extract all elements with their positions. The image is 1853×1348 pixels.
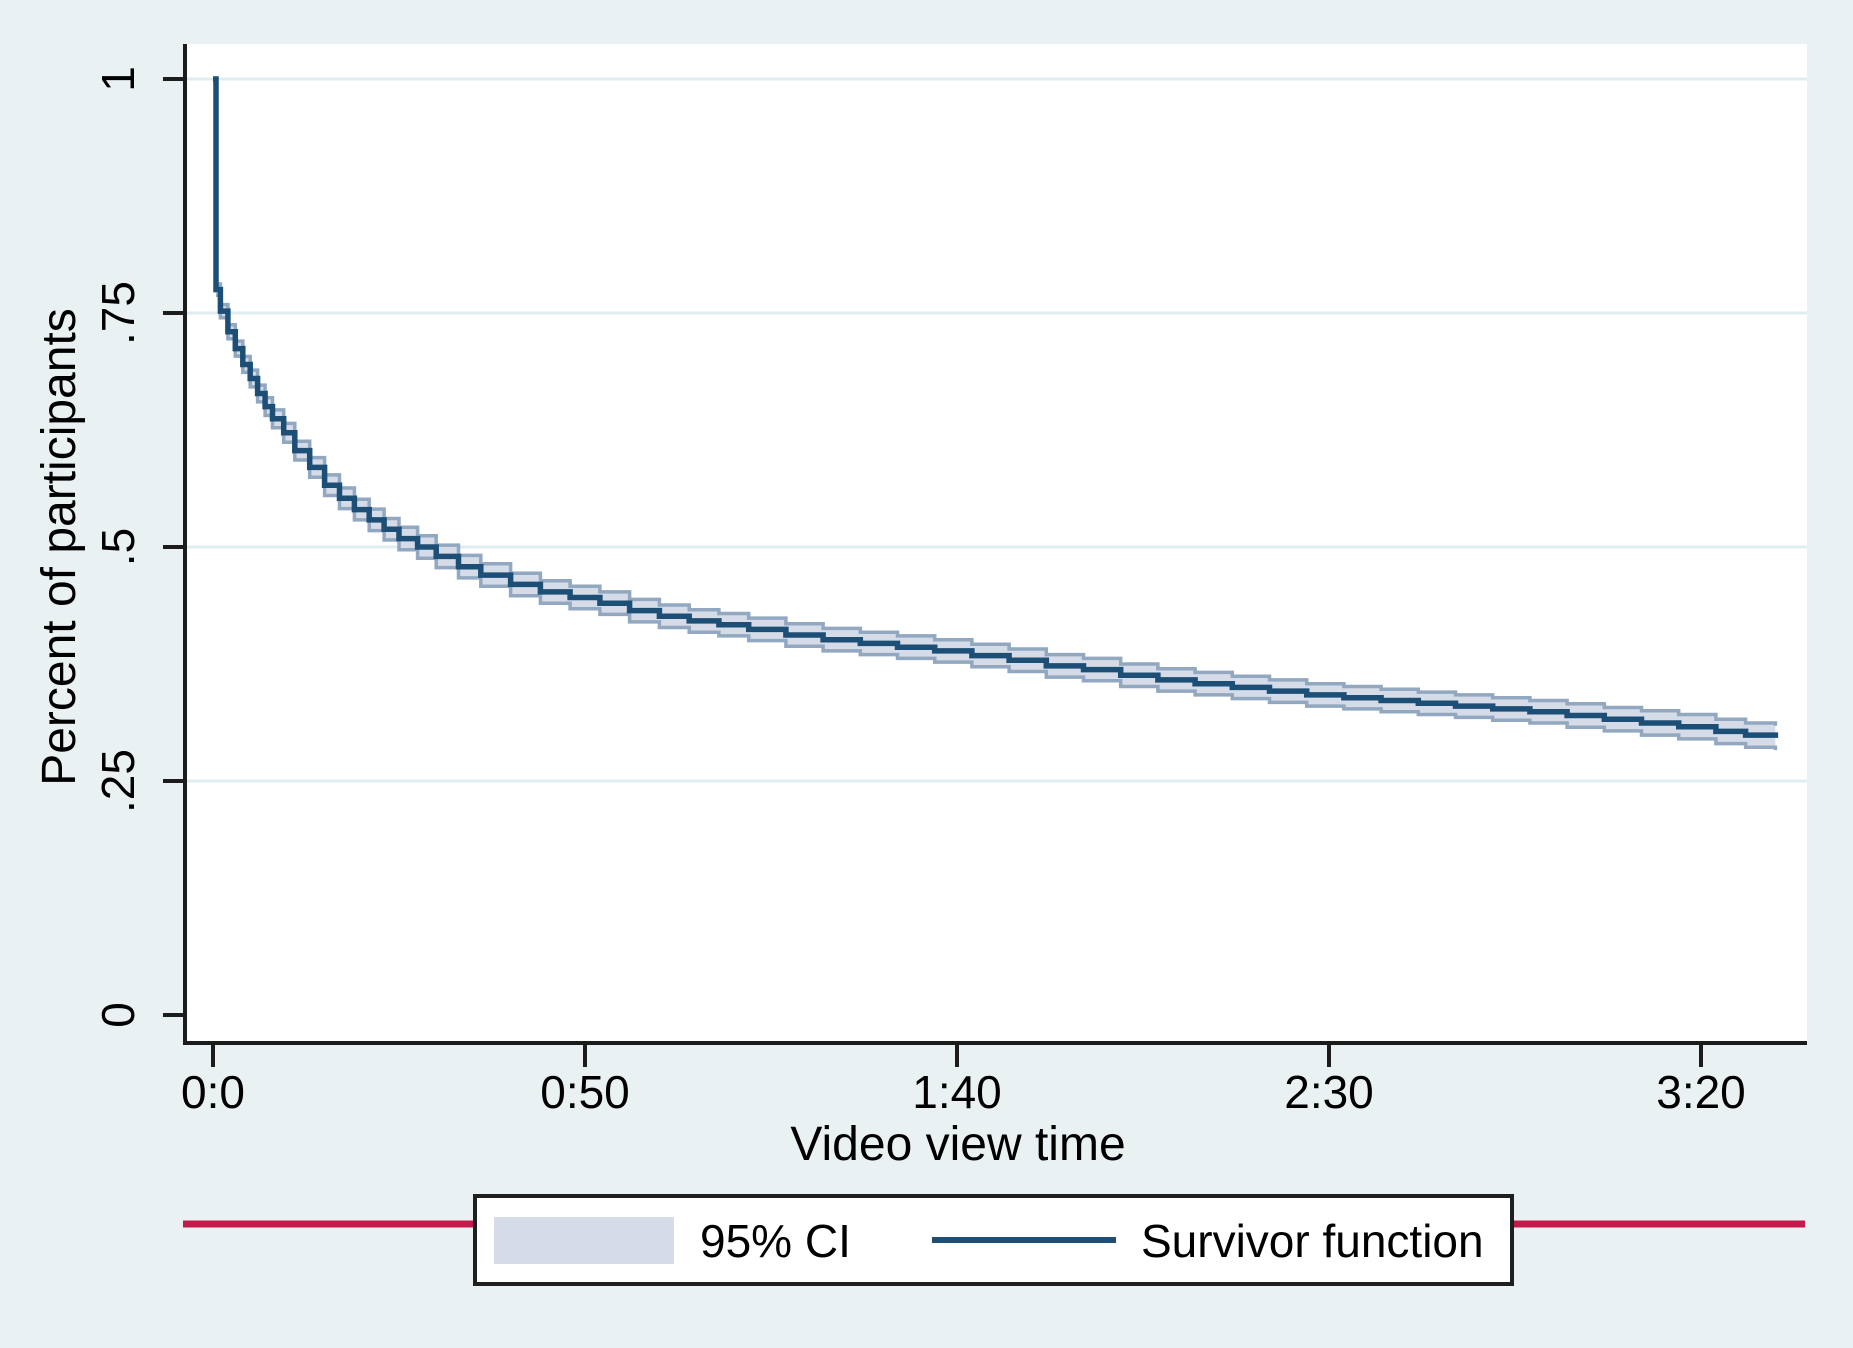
y-tick-label: .25: [92, 749, 144, 813]
x-tick-label: 0:0: [181, 1066, 245, 1118]
y-axis-title: Percent of participants: [33, 308, 86, 786]
x-tick-label: 2:30: [1284, 1066, 1374, 1118]
x-tick-label: 1:40: [912, 1066, 1002, 1118]
ci-legend-label: 95% CI: [700, 1215, 851, 1267]
legend: 95% CI Survivor function: [473, 1194, 1514, 1286]
y-tick-label: 1: [92, 66, 144, 92]
series-group: [213, 76, 1779, 751]
ci-band-upper-edge: [216, 282, 1778, 726]
survivor-function-line: [213, 76, 1779, 738]
y-tick-label: .5: [92, 528, 144, 566]
x-tick-label: 3:20: [1656, 1066, 1746, 1118]
ci-legend-swatch: [494, 1217, 674, 1264]
survivor-legend-label: Survivor function: [1141, 1215, 1484, 1267]
x-tick-label: 0:50: [540, 1066, 630, 1118]
x-axis-title: Video view time: [790, 1118, 1125, 1171]
y-tick-label: 0: [92, 1002, 144, 1028]
axis-ticks: 0 .25 .5 .75 1 0:0 0:50 1:40 2:30 3:20: [92, 66, 1746, 1118]
y-tick-label: .75: [92, 281, 144, 345]
